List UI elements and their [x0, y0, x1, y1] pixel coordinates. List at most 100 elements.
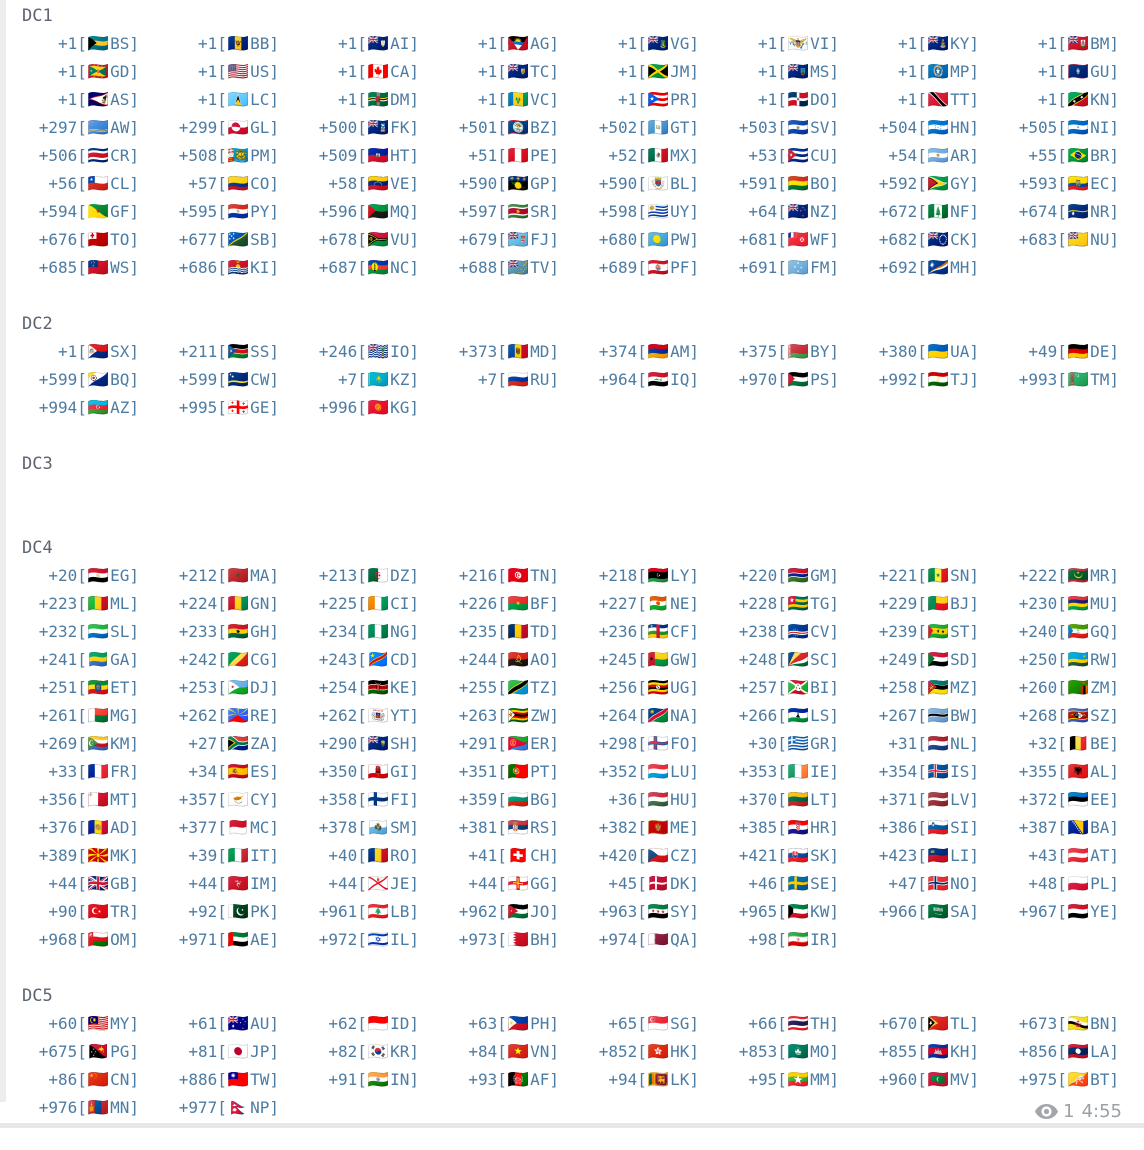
- phone-code-entry[interactable]: +46[🇸🇪SE]: [702, 870, 842, 898]
- phone-code-entry[interactable]: +382[🇲🇪ME]: [562, 814, 702, 842]
- phone-code-entry[interactable]: +232[🇸🇱SL]: [2, 618, 142, 646]
- phone-code-entry[interactable]: +224[🇬🇳GN]: [142, 590, 282, 618]
- phone-code-entry[interactable]: +222[🇲🇷MR]: [982, 562, 1122, 590]
- phone-code-entry[interactable]: +681[🇼🇫WF]: [702, 226, 842, 254]
- phone-code-entry[interactable]: +299[🇬🇱GL]: [142, 114, 282, 142]
- phone-code-entry[interactable]: +964[🇮🇶IQ]: [562, 366, 702, 394]
- phone-code-entry[interactable]: +1[🇧🇲BM]: [982, 30, 1122, 58]
- phone-code-entry[interactable]: +423[🇱🇮LI]: [842, 842, 982, 870]
- phone-code-entry[interactable]: +1[🇬🇩GD]: [2, 58, 142, 86]
- phone-code-entry[interactable]: +1[🇰🇳KN]: [982, 86, 1122, 114]
- phone-code-entry[interactable]: +93[🇦🇫AF]: [422, 1066, 562, 1094]
- phone-code-entry[interactable]: +354[🇮🇸IS]: [842, 758, 982, 786]
- phone-code-entry[interactable]: +1[🇩🇴DO]: [702, 86, 842, 114]
- phone-code-entry[interactable]: +262[🇾🇹YT]: [282, 702, 422, 730]
- phone-code-entry[interactable]: +853[🇲🇴MO]: [702, 1038, 842, 1066]
- phone-code-entry[interactable]: +1[🇧🇸BS]: [2, 30, 142, 58]
- phone-code-entry[interactable]: +268[🇸🇿SZ]: [982, 702, 1122, 730]
- phone-code-entry[interactable]: +506[🇨🇷CR]: [2, 142, 142, 170]
- phone-code-entry[interactable]: +44[🇬🇬GG]: [422, 870, 562, 898]
- phone-code-entry[interactable]: +970[🇵🇸PS]: [702, 366, 842, 394]
- phone-code-entry[interactable]: +290[🇸🇭SH]: [282, 730, 422, 758]
- phone-code-entry[interactable]: +974[🇶🇦QA]: [562, 926, 702, 954]
- phone-code-entry[interactable]: +257[🇧🇮BI]: [702, 674, 842, 702]
- phone-code-entry[interactable]: +221[🇸🇳SN]: [842, 562, 982, 590]
- phone-code-entry[interactable]: +61[🇦🇺AU]: [142, 1010, 282, 1038]
- phone-code-entry[interactable]: +33[🇫🇷FR]: [2, 758, 142, 786]
- phone-code-entry[interactable]: +58[🇻🇪VE]: [282, 170, 422, 198]
- phone-code-entry[interactable]: +92[🇵🇰PK]: [142, 898, 282, 926]
- phone-code-entry[interactable]: +590[🇬🇵GP]: [422, 170, 562, 198]
- phone-code-entry[interactable]: +389[🇲🇰MK]: [2, 842, 142, 870]
- phone-code-entry[interactable]: +692[🇲🇭MH]: [842, 254, 982, 282]
- phone-code-entry[interactable]: +675[🇵🇬PG]: [2, 1038, 142, 1066]
- phone-code-entry[interactable]: +98[🇮🇷IR]: [702, 926, 842, 954]
- phone-code-entry[interactable]: +44[🇯🇪JE]: [282, 870, 422, 898]
- phone-code-entry[interactable]: +39[🇮🇹IT]: [142, 842, 282, 870]
- phone-code-entry[interactable]: +94[🇱🇰LK]: [562, 1066, 702, 1094]
- phone-code-entry[interactable]: +239[🇸🇹ST]: [842, 618, 982, 646]
- phone-code-entry[interactable]: +34[🇪🇸ES]: [142, 758, 282, 786]
- phone-code-entry[interactable]: +501[🇧🇿BZ]: [422, 114, 562, 142]
- phone-code-entry[interactable]: +63[🇵🇭PH]: [422, 1010, 562, 1038]
- phone-code-entry[interactable]: +267[🇧🇼BW]: [842, 702, 982, 730]
- phone-code-entry[interactable]: +968[🇴🇲OM]: [2, 926, 142, 954]
- phone-code-entry[interactable]: +264[🇳🇦NA]: [562, 702, 702, 730]
- phone-code-entry[interactable]: +674[🇳🇷NR]: [982, 198, 1122, 226]
- phone-code-entry[interactable]: +298[🇫🇴FO]: [562, 730, 702, 758]
- phone-code-entry[interactable]: +95[🇲🇲MM]: [702, 1066, 842, 1094]
- phone-code-entry[interactable]: +992[🇹🇯TJ]: [842, 366, 982, 394]
- phone-code-entry[interactable]: +683[🇳🇺NU]: [982, 226, 1122, 254]
- phone-code-entry[interactable]: +223[🇲🇱ML]: [2, 590, 142, 618]
- phone-code-entry[interactable]: +32[🇧🇪BE]: [982, 730, 1122, 758]
- phone-code-entry[interactable]: +216[🇹🇳TN]: [422, 562, 562, 590]
- phone-code-entry[interactable]: +975[🇧🇹BT]: [982, 1066, 1122, 1094]
- phone-code-entry[interactable]: +420[🇨🇿CZ]: [562, 842, 702, 870]
- phone-code-entry[interactable]: +596[🇲🇶MQ]: [282, 198, 422, 226]
- phone-code-entry[interactable]: +1[🇸🇽SX]: [2, 338, 142, 366]
- phone-code-entry[interactable]: +66[🇹🇭TH]: [702, 1010, 842, 1038]
- phone-code-entry[interactable]: +40[🇷🇴RO]: [282, 842, 422, 870]
- phone-code-entry[interactable]: +593[🇪🇨EC]: [982, 170, 1122, 198]
- phone-code-entry[interactable]: +241[🇬🇦GA]: [2, 646, 142, 674]
- phone-code-entry[interactable]: +1[🇰🇾KY]: [842, 30, 982, 58]
- phone-code-entry[interactable]: +353[🇮🇪IE]: [702, 758, 842, 786]
- phone-code-entry[interactable]: +376[🇦🇩AD]: [2, 814, 142, 842]
- phone-code-entry[interactable]: +1[🇯🇲JM]: [562, 58, 702, 86]
- phone-code-entry[interactable]: +246[🇮🇴IO]: [282, 338, 422, 366]
- phone-code-entry[interactable]: +213[🇩🇿DZ]: [282, 562, 422, 590]
- phone-code-entry[interactable]: +240[🇬🇶GQ]: [982, 618, 1122, 646]
- phone-code-entry[interactable]: +994[🇦🇿AZ]: [2, 394, 142, 422]
- phone-code-entry[interactable]: +56[🇨🇱CL]: [2, 170, 142, 198]
- phone-code-entry[interactable]: +374[🇦🇲AM]: [562, 338, 702, 366]
- phone-code-entry[interactable]: +1[🇩🇲DM]: [282, 86, 422, 114]
- phone-code-entry[interactable]: +90[🇹🇷TR]: [2, 898, 142, 926]
- phone-code-entry[interactable]: +225[🇨🇮CI]: [282, 590, 422, 618]
- phone-code-entry[interactable]: +233[🇬🇭GH]: [142, 618, 282, 646]
- phone-code-entry[interactable]: +352[🇱🇺LU]: [562, 758, 702, 786]
- phone-code-entry[interactable]: +226[🇧🇫BF]: [422, 590, 562, 618]
- phone-code-entry[interactable]: +421[🇸🇰SK]: [702, 842, 842, 870]
- phone-code-entry[interactable]: +386[🇸🇮SI]: [842, 814, 982, 842]
- phone-code-entry[interactable]: +1[🇹🇨TC]: [422, 58, 562, 86]
- phone-code-entry[interactable]: +965[🇰🇼KW]: [702, 898, 842, 926]
- phone-code-entry[interactable]: +967[🇾🇪YE]: [982, 898, 1122, 926]
- phone-code-entry[interactable]: +238[🇨🇻CV]: [702, 618, 842, 646]
- phone-code-entry[interactable]: +251[🇪🇹ET]: [2, 674, 142, 702]
- phone-code-entry[interactable]: +263[🇿🇼ZW]: [422, 702, 562, 730]
- phone-code-entry[interactable]: +971[🇦🇪AE]: [142, 926, 282, 954]
- phone-code-entry[interactable]: +1[🇦🇬AG]: [422, 30, 562, 58]
- phone-code-entry[interactable]: +387[🇧🇦BA]: [982, 814, 1122, 842]
- phone-code-entry[interactable]: +1[🇻🇮VI]: [702, 30, 842, 58]
- phone-code-entry[interactable]: +351[🇵🇹PT]: [422, 758, 562, 786]
- phone-code-entry[interactable]: +31[🇳🇱NL]: [842, 730, 982, 758]
- phone-code-entry[interactable]: +297[🇦🇼AW]: [2, 114, 142, 142]
- phone-code-entry[interactable]: +962[🇯🇴JO]: [422, 898, 562, 926]
- phone-code-entry[interactable]: +1[🇬🇺GU]: [982, 58, 1122, 86]
- phone-code-entry[interactable]: +670[🇹🇱TL]: [842, 1010, 982, 1038]
- phone-code-entry[interactable]: +977[🇳🇵NP]: [142, 1094, 282, 1122]
- phone-code-entry[interactable]: +269[🇰🇲KM]: [2, 730, 142, 758]
- phone-code-entry[interactable]: +53[🇨🇺CU]: [702, 142, 842, 170]
- phone-code-entry[interactable]: +1[🇲🇸MS]: [702, 58, 842, 86]
- phone-code-entry[interactable]: +856[🇱🇦LA]: [982, 1038, 1122, 1066]
